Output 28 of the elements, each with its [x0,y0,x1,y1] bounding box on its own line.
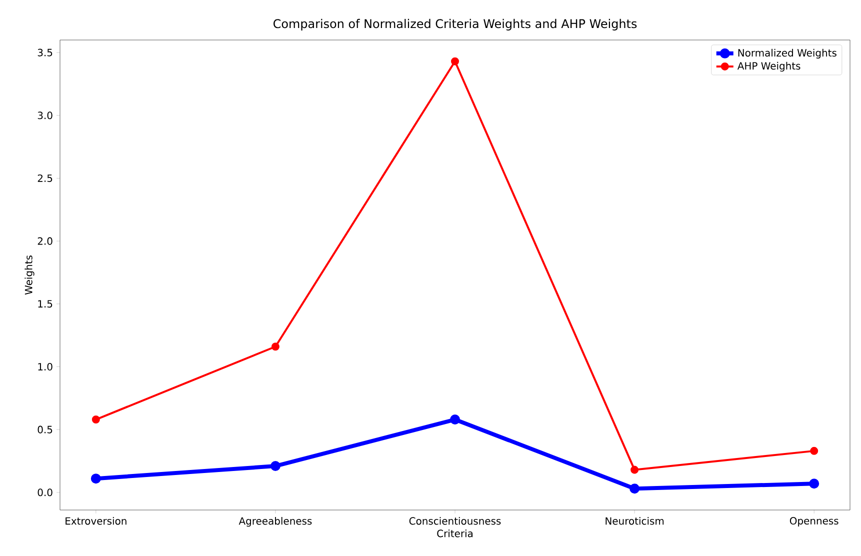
y-tick-label: 3.5 [38,48,52,56]
point [271,342,280,351]
legend-label: Normalized Weights [738,48,836,59]
point [451,57,460,66]
point [809,478,820,489]
x-tick-label: Agreeableness [238,517,312,527]
x-tick-label: Extroversion [66,517,126,525]
x-axis-title: Criteria [437,529,473,538]
y-tick-label: 2.0 [38,237,52,245]
x-tick-label: Openness [790,517,838,526]
point [450,414,460,425]
point [90,474,101,484]
y-tick-label: 3.0 [38,112,52,120]
x-tick-label: Neuroticism [606,517,664,525]
y-axis-title: Weights [24,256,34,295]
point [630,484,640,494]
point [92,416,100,424]
y-tick-label: 1.0 [38,362,52,371]
point [270,461,280,472]
point [630,466,639,474]
point [810,446,818,455]
y-tick-label: 0.0 [38,488,52,496]
y-tick-label: 0.5 [38,426,52,434]
x-tick-label: Conscientiousness [409,517,501,525]
y-tick-label: 1.5 [38,300,52,308]
chart-title: Comparison of Normalized Criteria Weights and AHP Weights [274,18,637,30]
legend-label: AHP Weights [737,62,800,72]
y-tick-label: 2.5 [38,174,52,182]
